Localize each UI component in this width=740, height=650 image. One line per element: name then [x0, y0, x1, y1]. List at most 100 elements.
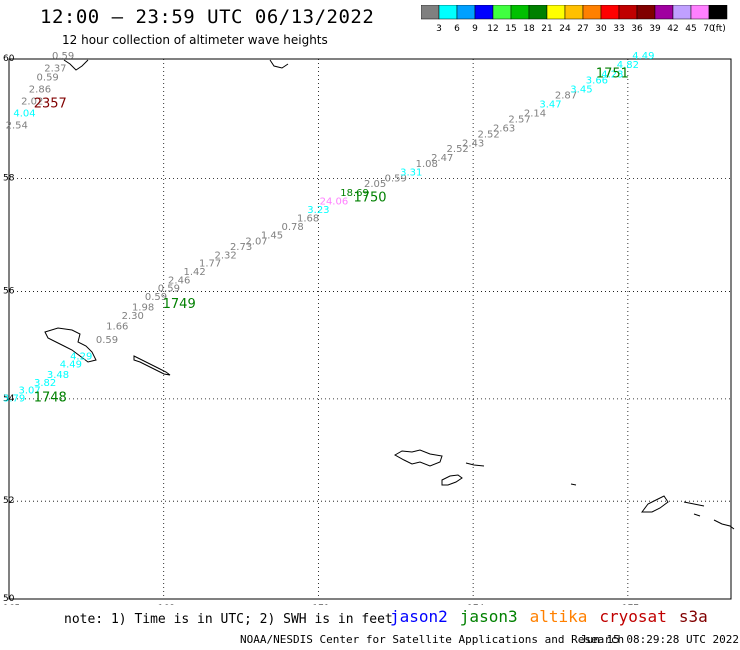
swh-value-label: 3.47 [539, 100, 561, 111]
swh-value-label: 2.63 [493, 124, 515, 135]
colorbar-tick-label: 3 [436, 24, 442, 34]
colorbar-tick-label: 39 [649, 24, 661, 34]
swh-value-label: 18.69 [340, 188, 369, 199]
coastline-outline [44, 327, 97, 363]
swh-value-label: 0.59 [96, 335, 118, 346]
coastline-outline [570, 483, 577, 486]
swh-value-label: 3.66 [586, 75, 608, 86]
swh-value-label: 2.05 [364, 179, 386, 190]
colorbar-tick-label: 9 [472, 24, 478, 34]
coastline-outline [693, 513, 701, 517]
swh-value-label: 2.14 [524, 109, 546, 120]
colorbar-tick-label: 33 [613, 24, 624, 34]
swh-value-label: 4.49 [632, 51, 654, 62]
swh-value-label: 1.98 [132, 303, 154, 314]
swh-value-label: 2.86 [29, 85, 51, 96]
satellite-legend: jason2 jason3 altika cryosat s3a [390, 607, 720, 626]
swh-value-label: 2.73 [230, 242, 252, 253]
track-labels: 2357 1748 1749 1750 1751 [34, 66, 629, 405]
swh-value-label: 0.59 [52, 51, 74, 62]
swh-value-label: 3.48 [47, 370, 69, 381]
swh-value-label: 4.29 [70, 351, 92, 362]
swh-value-label: 2.30 [122, 311, 144, 322]
swh-value-label: 3.23 [307, 205, 329, 216]
swh-value-label: 2.46 [168, 275, 190, 286]
swh-value-label: 1.68 [297, 214, 319, 225]
track-time-label: 2357 [34, 97, 67, 112]
colorbar-tick-label: 18 [523, 24, 535, 34]
latitude-label: 58 [3, 174, 15, 184]
satellite-legend-item: s3a [678, 607, 708, 626]
coastline-outline [683, 501, 705, 507]
track-time-label: 1750 [353, 191, 386, 206]
coastline-outline [713, 519, 735, 530]
coastline-outline [269, 59, 289, 69]
colorbar-tick-label: 21 [541, 24, 552, 34]
swh-values: 0.592.370.592.862.024.042.543.793.073.82… [3, 51, 654, 405]
swh-value-label: 2.57 [508, 115, 530, 126]
map-subtitle: 12 hour collection of altimeter wave hei… [62, 33, 328, 47]
swh-value-label: 0.59 [158, 284, 180, 295]
latitude-label: 54 [3, 394, 15, 404]
latitude-label: 50 [3, 594, 15, 604]
swh-value-label: 2.32 [214, 250, 236, 261]
swh-value-label: 3.45 [570, 85, 592, 96]
swh-value-label: 1.45 [261, 231, 283, 242]
swh-value-label: 3.07 [18, 386, 40, 397]
swh-value-label: 2.02 [21, 97, 43, 108]
colorbar-tick-label: 45 [685, 24, 696, 34]
swh-value-label: 2.54 [6, 121, 28, 132]
footer-note: note: 1) Time is in UTC; 2) SWH is in fe… [64, 612, 393, 627]
swh-value-label: 2.87 [555, 91, 577, 102]
swh-value-label: 0.59 [37, 72, 59, 83]
colorbar-tick-label: 70 [703, 24, 715, 34]
longitude-label: 174 [467, 604, 484, 605]
generated-timestamp: Jun 15 08:29:28 UTC 2022 [580, 633, 739, 646]
swh-value-label: 1.66 [106, 322, 128, 333]
colorbar-tick-label: 12 [487, 24, 498, 34]
colorbar-tick-label: 24 [559, 24, 571, 34]
swh-value-label: 3.82 [34, 378, 56, 389]
wave-height-map: 605856545250165168171174177 0.592.370.59… [3, 51, 735, 605]
coastline-outline [641, 495, 669, 513]
latitude-label: 56 [3, 287, 15, 297]
swh-value-label: 4.82 [617, 60, 639, 71]
swh-value-label: 2.37 [44, 63, 66, 74]
swh-value-label: 2.43 [462, 138, 484, 149]
credit-line: NOAA/NESDIS Center for Satellite Applica… [240, 633, 625, 646]
latitude-label: 60 [3, 54, 15, 64]
longitude-label: 171 [312, 604, 329, 605]
coastline-outline [133, 355, 171, 376]
swh-value-label: 4.49 [60, 359, 82, 370]
coastline [44, 59, 735, 530]
swh-value-label: 1.08 [416, 159, 438, 170]
colorbar-tick-label: 15 [505, 24, 516, 34]
coastline-outline [63, 59, 89, 71]
colorbar-unit: (ft) [712, 24, 726, 34]
satellite-legend-item: cryosat [599, 607, 667, 626]
longitude-label: 168 [158, 604, 175, 605]
swh-value-label: 1.77 [199, 259, 221, 270]
colorbar-tick-label: 30 [595, 24, 607, 34]
swh-value-label: 1.42 [184, 267, 206, 278]
swh-value-label: 3.31 [400, 168, 422, 179]
map-title: 12:00 – 23:59 UTC 06/13/2022 [40, 6, 375, 28]
swh-value-label: 3.79 [3, 394, 25, 405]
satellite-legend-item: jason3 [459, 607, 518, 626]
swh-value-label: 24.06 [320, 197, 349, 208]
longitude-label: 177 [622, 604, 639, 605]
track-time-label: 1749 [163, 297, 196, 312]
colorbar-legend: 3 6 9 12 15 18 21 24 27 30 33 36 39 42 45 70(ft) [421, 5, 728, 34]
longitude-label: 165 [3, 604, 20, 605]
swh-value-label: 0.78 [282, 222, 304, 233]
track-time-label: 1751 [596, 66, 629, 81]
swh-value-label: 2.52 [447, 144, 469, 155]
axis-labels: 60 58 56 54 52 50165 168 171 174 177 [3, 54, 639, 605]
track-time-label: 1748 [34, 391, 67, 406]
swh-value-label: 0.59 [145, 292, 167, 303]
graticule [8, 58, 732, 600]
satellite-legend-item: altika [529, 607, 588, 626]
swh-value-label: 2.07 [245, 236, 267, 247]
coastline-outline [441, 474, 463, 486]
swh-value-label: 4.23 [601, 69, 623, 80]
